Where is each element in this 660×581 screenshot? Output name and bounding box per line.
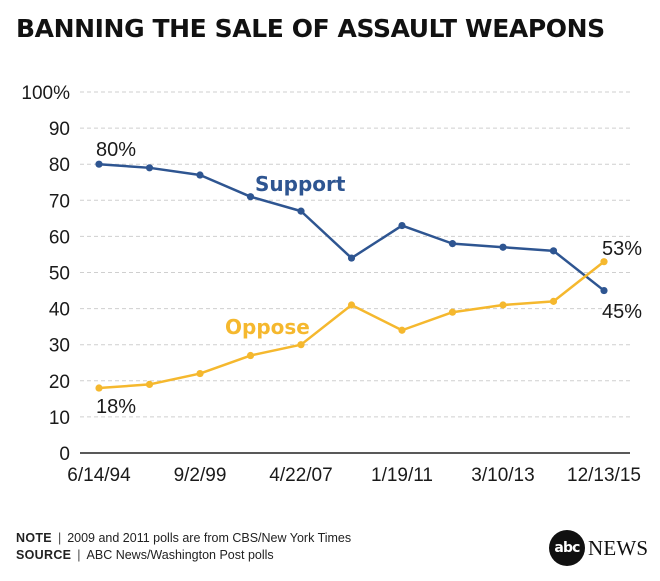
data-label-support-start: 80% (96, 139, 136, 161)
x-tick-label: 12/13/15 (567, 465, 641, 486)
data-label-support-end: 45% (602, 301, 642, 323)
data-point-support (95, 160, 103, 168)
data-point-support (398, 221, 406, 230)
data-point-oppose (95, 384, 103, 392)
data-point-oppose (347, 301, 356, 309)
data-point-support (600, 286, 608, 295)
note-separator: | (57, 531, 62, 545)
data-point-oppose (196, 369, 204, 378)
data-point-oppose (398, 326, 406, 334)
data-labels: Support Oppose 80% 18% 53% 45% (96, 139, 642, 418)
note-text: 2009 and 2011 polls are from CBS/New Yor… (67, 531, 352, 545)
y-tick-label: 10 (49, 408, 70, 429)
note-line: NOTE | 2009 and 2011 polls are from CBS/Ne… (16, 531, 351, 545)
line-chart: 0 10 20 30 40 50 60 70 80 90 100% 6/14/94 9/2/99 4/2… (21, 83, 642, 486)
x-tick-label: 6/14/94 (67, 465, 131, 486)
x-tick-label: 3/10/13 (471, 465, 534, 486)
source-label: SOURCE (16, 548, 72, 562)
data-label-oppose-start: 18% (96, 396, 136, 418)
series-line-oppose (98, 260, 605, 390)
y-tick-label: 60 (49, 227, 70, 248)
y-tick-label: 30 (49, 336, 70, 357)
data-point-oppose (549, 297, 558, 305)
y-tick-label: 20 (49, 372, 70, 393)
series-points (95, 160, 608, 392)
data-point-support (347, 254, 356, 262)
source-line: SOURCE | ABC News/Washington Post polls (16, 548, 274, 562)
x-tick-label: 9/2/99 (174, 465, 227, 486)
data-point-oppose (448, 308, 457, 316)
y-tick-label: 50 (49, 264, 70, 285)
source-text: ABC News/Washington Post polls (86, 548, 274, 562)
data-point-oppose (499, 301, 507, 309)
chart-title: BANNING THE SALE OF ASSAULT WEAPONS (16, 14, 605, 43)
y-axis-ticks: 0 10 20 30 40 50 60 70 80 90 100% (21, 83, 70, 465)
series-line-support (98, 162, 605, 292)
data-point-support (549, 247, 558, 255)
data-label-oppose-end: 53% (602, 238, 642, 260)
abc-news-logo: abc NEWS (549, 530, 648, 566)
y-tick-label: 70 (49, 191, 70, 212)
y-tick-label: 80 (49, 155, 70, 176)
data-point-oppose (600, 258, 608, 266)
note-label: NOTE (16, 531, 52, 545)
series-lines (98, 162, 605, 390)
data-point-oppose (297, 341, 305, 349)
gridlines (80, 91, 630, 454)
source-separator: | (77, 548, 81, 562)
logo-wordmark: NEWS (588, 535, 649, 560)
series-label-oppose: Oppose (225, 315, 310, 339)
y-tick-label: 0 (59, 444, 70, 465)
data-point-support (196, 171, 204, 179)
data-point-support (297, 207, 305, 215)
y-tick-label: 100% (21, 83, 70, 104)
abc-logo-mark: abc (549, 530, 585, 566)
x-tick-label: 4/22/07 (269, 465, 332, 486)
data-point-oppose (145, 380, 154, 389)
data-point-support (448, 240, 457, 248)
data-point-oppose (246, 351, 255, 360)
data-point-support (145, 164, 154, 172)
y-tick-label: 90 (49, 119, 70, 140)
x-tick-label: 1/19/11 (371, 465, 433, 486)
series-label-support: Support (255, 172, 346, 196)
data-point-support (499, 243, 507, 251)
x-axis-ticks: 6/14/94 9/2/99 4/22/07 1/19/11 3/10/13 12/13/… (67, 465, 641, 486)
data-point-support (246, 193, 255, 201)
y-tick-label: 40 (49, 300, 70, 321)
